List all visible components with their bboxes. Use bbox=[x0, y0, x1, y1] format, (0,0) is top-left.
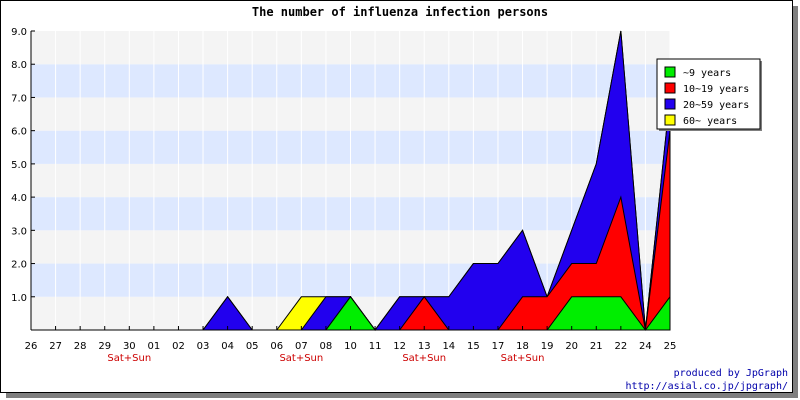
y-tick-label: 7.0 bbox=[11, 93, 27, 104]
legend-swatch bbox=[664, 98, 676, 110]
axes bbox=[30, 30, 671, 331]
x-tick-label: 07 bbox=[295, 341, 308, 352]
x-tick-label: 13 bbox=[418, 341, 431, 352]
x-tick-label: 25 bbox=[664, 341, 677, 352]
credit-line-2: http://asial.co.jp/jpgraph/ bbox=[625, 381, 788, 392]
x-tick-label: 29 bbox=[98, 341, 111, 352]
y-tick-label: 4.0 bbox=[11, 193, 27, 204]
credit-line-1: produced by JpGraph bbox=[674, 368, 788, 379]
legend-swatch bbox=[664, 66, 676, 78]
legend: ~9 years 10~19 years 20~59 years 60~ years bbox=[656, 58, 762, 131]
legend-label: 20~59 years bbox=[683, 100, 749, 111]
frame-shadow-bottom bbox=[6, 393, 798, 398]
x-tick-label: 05 bbox=[246, 341, 259, 352]
x-tick-label: 06 bbox=[270, 341, 283, 352]
legend-swatch bbox=[664, 82, 676, 94]
x-tick-label: 02 bbox=[172, 341, 185, 352]
x-tick-label: 30 bbox=[123, 341, 136, 352]
weekend-label: Sat+Sun bbox=[107, 353, 151, 364]
y-tick-labels: 1.0 2.0 3.0 4.0 5.0 6.0 7.0 8.0 9.0 bbox=[11, 27, 27, 304]
x-tick-label: 15 bbox=[467, 341, 480, 352]
x-tick-label: 24 bbox=[639, 341, 652, 352]
x-tick-label: 21 bbox=[590, 341, 603, 352]
weekend-label: Sat+Sun bbox=[279, 353, 323, 364]
y-tick-label: 9.0 bbox=[11, 27, 27, 38]
x-tick-label: 20 bbox=[565, 341, 578, 352]
y-tick-label: 6.0 bbox=[11, 127, 27, 138]
y-tick-label: 5.0 bbox=[11, 160, 27, 171]
y-tick-label: 8.0 bbox=[11, 60, 27, 71]
chart-title: The number of influenza infection person… bbox=[252, 5, 548, 19]
x-tick-label: 04 bbox=[221, 341, 234, 352]
y-tick-label: 2.0 bbox=[11, 260, 27, 271]
frame-shadow-right bbox=[793, 6, 798, 398]
x-tick-label: 19 bbox=[541, 341, 554, 352]
x-tick-label: 22 bbox=[614, 341, 627, 352]
x-tick-label: 11 bbox=[369, 341, 382, 352]
legend-label: 60~ years bbox=[683, 116, 737, 127]
x-tick-label: 10 bbox=[344, 341, 357, 352]
y-tick-label: 3.0 bbox=[11, 226, 27, 237]
legend-label: 10~19 years bbox=[683, 84, 749, 95]
x-tick-labels: 26 27 28 29 30 01 02 03 04 05 06 07 08 10 11 12 13 14 15 17… bbox=[25, 341, 677, 364]
weekend-label: Sat+Sun bbox=[501, 353, 545, 364]
legend-label: ~9 years bbox=[683, 68, 731, 79]
x-tick-label: 08 bbox=[320, 341, 333, 352]
x-tick-label: 26 bbox=[25, 341, 38, 352]
x-tick-label: 17 bbox=[492, 341, 505, 352]
legend-swatch bbox=[664, 114, 676, 126]
y-tick-label: 1.0 bbox=[11, 293, 27, 304]
x-tick-label: 18 bbox=[516, 341, 529, 352]
weekend-label: Sat+Sun bbox=[402, 353, 446, 364]
x-tick-label: 01 bbox=[148, 341, 161, 352]
x-tick-label: 14 bbox=[442, 341, 455, 352]
x-tick-label: 28 bbox=[74, 341, 87, 352]
x-tick-label: 03 bbox=[197, 341, 210, 352]
x-tick-label: 27 bbox=[49, 341, 62, 352]
x-tick-label: 12 bbox=[393, 341, 406, 352]
